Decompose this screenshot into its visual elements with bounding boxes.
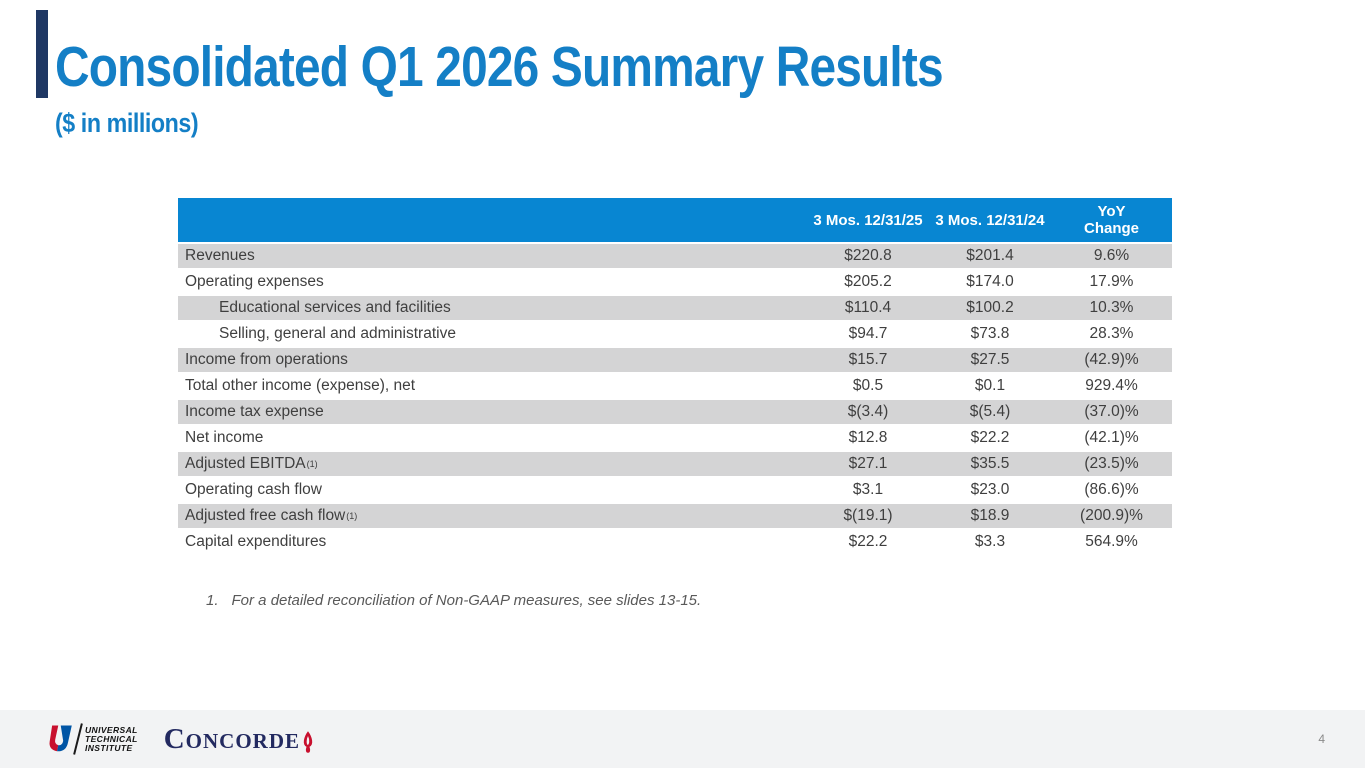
- concorde-logo-initial: C: [163, 722, 186, 755]
- footnote: 1. For a detailed reconciliation of Non-…: [206, 592, 701, 609]
- col-header-prior-quarter: 3 Mos. 12/31/24: [935, 211, 1045, 229]
- footer-bar: UNIVERSAL TECHNICAL INSTITUTE C ONCORDE 4: [0, 710, 1365, 768]
- value-yoy: 9.6%: [1093, 247, 1130, 264]
- value-prior: $(5.4): [969, 403, 1011, 420]
- page-subtitle: ($ in millions): [55, 108, 199, 138]
- table-row: Income from operations $15.7 $27.5 (42.9)%: [178, 348, 1172, 372]
- row-label: Revenues: [185, 247, 255, 264]
- value-yoy: (86.6)%: [1084, 481, 1139, 498]
- value-yoy: 929.4%: [1085, 377, 1138, 394]
- concorde-flame-icon: [303, 730, 313, 753]
- value-current: $110.4: [844, 299, 892, 316]
- value-current: $220.8: [844, 247, 892, 264]
- uti-logo-divider: [73, 723, 83, 755]
- value-prior: $0.1: [974, 377, 1006, 394]
- table-row: Net income $12.8 $22.2 (42.1)%: [178, 426, 1172, 450]
- value-yoy: (37.0)%: [1084, 403, 1139, 420]
- title-accent-bar: [36, 10, 48, 98]
- table-body: Revenues $220.8 $201.4 9.6% Operating expens…: [178, 244, 1172, 554]
- row-label: Operating cash flow: [185, 481, 322, 498]
- uti-logo-line1: UNIVERSAL: [85, 724, 138, 735]
- value-current: $94.7: [848, 325, 888, 342]
- value-yoy: 17.9%: [1089, 273, 1134, 290]
- table-row: Adjusted free cash flow (1) $(19.1) $18.9 (2…: [178, 504, 1172, 528]
- uti-shield-icon: [49, 725, 72, 752]
- value-current: $15.7: [848, 351, 888, 368]
- value-current: $22.2: [848, 533, 888, 550]
- table-row: Selling, general and administrative $94.7…: [178, 322, 1172, 346]
- value-current: $(3.4): [847, 403, 889, 420]
- value-prior: $23.0: [970, 481, 1010, 498]
- value-yoy: (42.9)%: [1084, 351, 1139, 368]
- value-yoy: (42.1)%: [1084, 429, 1139, 446]
- value-yoy: (200.9)%: [1080, 507, 1143, 524]
- row-label: Total other income (expense), net: [185, 377, 416, 394]
- value-prior: $174.0: [966, 273, 1014, 290]
- row-label: Adjusted EBITDA (1): [185, 455, 318, 472]
- value-current: $0.5: [852, 377, 884, 394]
- table-row: Adjusted EBITDA (1) $27.1 $35.5 (23.5)%: [178, 452, 1172, 476]
- value-prior: $3.3: [974, 533, 1006, 550]
- value-prior: $201.4: [966, 247, 1014, 264]
- col-header-yoy-change: YoY Change: [1083, 203, 1139, 237]
- uti-logo-line2: TECHNICAL: [85, 733, 138, 744]
- value-yoy: 28.3%: [1089, 325, 1134, 342]
- page-title: Consolidated Q1 2026 Summary Results: [55, 35, 944, 99]
- value-current: $205.2: [844, 273, 892, 290]
- value-yoy: 10.3%: [1089, 299, 1134, 316]
- row-label: Income from operations: [185, 351, 348, 368]
- row-label: Income tax expense: [185, 403, 324, 420]
- row-label: Net income: [185, 429, 264, 446]
- value-prior: $73.8: [970, 325, 1010, 342]
- footer-logos: UNIVERSAL TECHNICAL INSTITUTE C ONCORDE: [46, 719, 314, 759]
- concorde-logo-rest: ONCORDE: [185, 728, 301, 753]
- value-prior: $18.9: [970, 507, 1010, 524]
- table-row: Total other income (expense), net $0.5 $0.…: [178, 374, 1172, 398]
- page-number: 4: [1318, 732, 1325, 746]
- value-yoy: 564.9%: [1085, 533, 1138, 550]
- table-row: Revenues $220.8 $201.4 9.6%: [178, 244, 1172, 268]
- value-prior: $27.5: [970, 351, 1010, 368]
- value-current: $27.1: [848, 455, 888, 472]
- value-current: $(19.1): [843, 507, 893, 524]
- table-row: Capital expenditures $22.2 $3.3 564.9%: [178, 530, 1172, 554]
- summary-results-table: 3 Mos. 12/31/25 3 Mos. 12/31/24 YoY Chan…: [178, 198, 1172, 554]
- table-row: Educational services and facilities $110.…: [178, 296, 1172, 320]
- value-yoy: (23.5)%: [1084, 455, 1139, 472]
- uti-logo-line3: INSTITUTE: [85, 742, 133, 753]
- table-header-row: 3 Mos. 12/31/25 3 Mos. 12/31/24 YoY Chan…: [178, 198, 1172, 242]
- row-label: Adjusted free cash flow (1): [185, 507, 358, 524]
- footnote-text: For a detailed reconciliation of Non-GAA…: [231, 592, 702, 609]
- table-row: Operating expenses $205.2 $174.0 17.9%: [178, 270, 1172, 294]
- footnote-number: 1.: [206, 592, 219, 609]
- col-header-blank: [178, 198, 807, 242]
- row-label: Operating expenses: [185, 273, 324, 290]
- row-label: Capital expenditures: [185, 533, 327, 550]
- table-row: Operating cash flow $3.1 $23.0 (86.6)%: [178, 478, 1172, 502]
- value-prior: $100.2: [966, 299, 1014, 316]
- value-current: $3.1: [852, 481, 884, 498]
- row-label: Educational services and facilities: [219, 299, 451, 316]
- value-current: $12.8: [848, 429, 888, 446]
- concorde-logo: C ONCORDE: [163, 722, 314, 755]
- table-row: Income tax expense $(3.4) $(5.4) (37.0)%: [178, 400, 1172, 424]
- value-prior: $22.2: [970, 429, 1010, 446]
- uti-logo-text: UNIVERSAL TECHNICAL INSTITUTE: [85, 724, 138, 753]
- value-prior: $35.5: [970, 455, 1010, 472]
- col-header-current-quarter: 3 Mos. 12/31/25: [813, 211, 923, 229]
- row-label: Selling, general and administrative: [219, 325, 456, 342]
